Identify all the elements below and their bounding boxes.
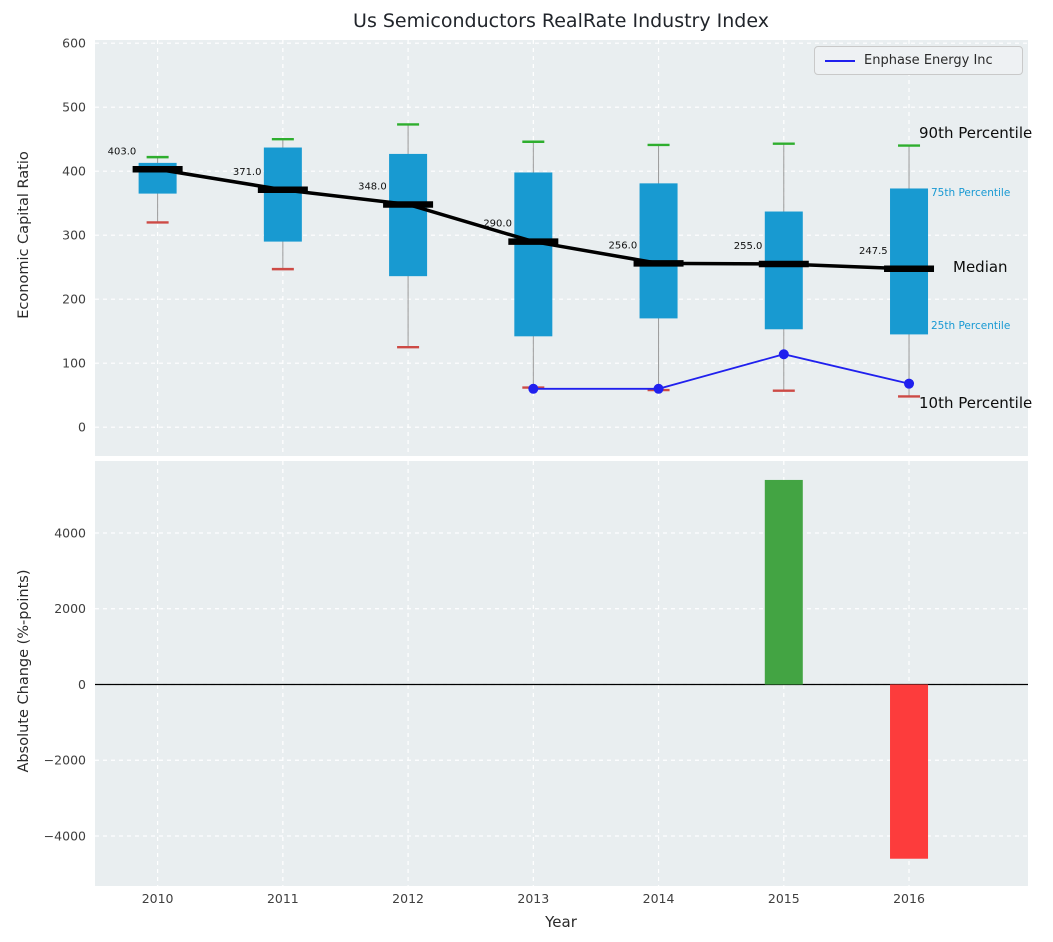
company-point: [528, 383, 539, 394]
median-value-label: 371.0: [233, 167, 262, 178]
y-tick-label: 300: [62, 228, 86, 243]
percentile-annotation: 10th Percentile: [919, 394, 1032, 412]
x-tick-label: 2016: [893, 891, 925, 906]
percentile-box: [890, 188, 929, 335]
legend-label: Enphase Energy Inc: [864, 53, 993, 68]
median-value-label: 348.0: [358, 181, 387, 192]
x-tick-label: 2010: [142, 891, 174, 906]
percentile-box: [639, 183, 678, 319]
change-bar: [764, 479, 803, 685]
y-tick-label: 2000: [54, 601, 86, 616]
y-tick-label: 100: [62, 356, 86, 371]
y-tick-label: 400: [62, 164, 86, 179]
legend: Enphase Energy Inc: [814, 46, 1023, 75]
y-tick-label: −2000: [44, 753, 86, 768]
y-tick-label: 0: [78, 420, 86, 435]
median-value-label: 256.0: [609, 240, 638, 251]
percentile-annotation: 75th Percentile: [931, 187, 1010, 199]
y-axis-label-top: Economic Capital Ratio: [16, 151, 32, 319]
company-point: [904, 378, 915, 389]
y-tick-label: −4000: [44, 829, 86, 844]
median-value-label: 403.0: [108, 146, 137, 157]
company-point: [778, 349, 789, 360]
change-bar: [890, 684, 929, 859]
y-axis-label-bottom: Absolute Change (%-points): [16, 569, 32, 773]
y-tick-label: 0: [78, 677, 86, 692]
median-value-label: 255.0: [734, 241, 763, 252]
median-value-label: 247.5: [859, 246, 888, 257]
y-tick-label: 500: [62, 100, 86, 115]
percentile-box: [514, 172, 553, 337]
percentile-annotation: Median: [953, 258, 1008, 276]
chart-title: Us Semiconductors RealRate Industry Inde…: [353, 10, 769, 32]
median-value-label: 290.0: [483, 219, 512, 230]
percentile-box: [764, 211, 803, 330]
panel-background: [95, 461, 1028, 886]
percentile-annotation: 90th Percentile: [919, 124, 1032, 142]
y-tick-label: 600: [62, 36, 86, 51]
y-tick-label: 4000: [54, 525, 86, 540]
company-line: [533, 353, 910, 390]
percentile-box: [263, 147, 302, 242]
x-axis-label: Year: [545, 913, 577, 931]
y-tick-label: 200: [62, 292, 86, 307]
company-point: [653, 383, 664, 394]
x-tick-label: 2015: [768, 891, 800, 906]
percentile-annotation: 25th Percentile: [931, 320, 1010, 332]
legend-line-sample: [825, 59, 855, 62]
percentile-box: [389, 153, 428, 277]
x-tick-label: 2013: [517, 891, 549, 906]
x-tick-label: 2014: [643, 891, 675, 906]
x-tick-label: 2011: [267, 891, 299, 906]
x-tick-label: 2012: [392, 891, 424, 906]
